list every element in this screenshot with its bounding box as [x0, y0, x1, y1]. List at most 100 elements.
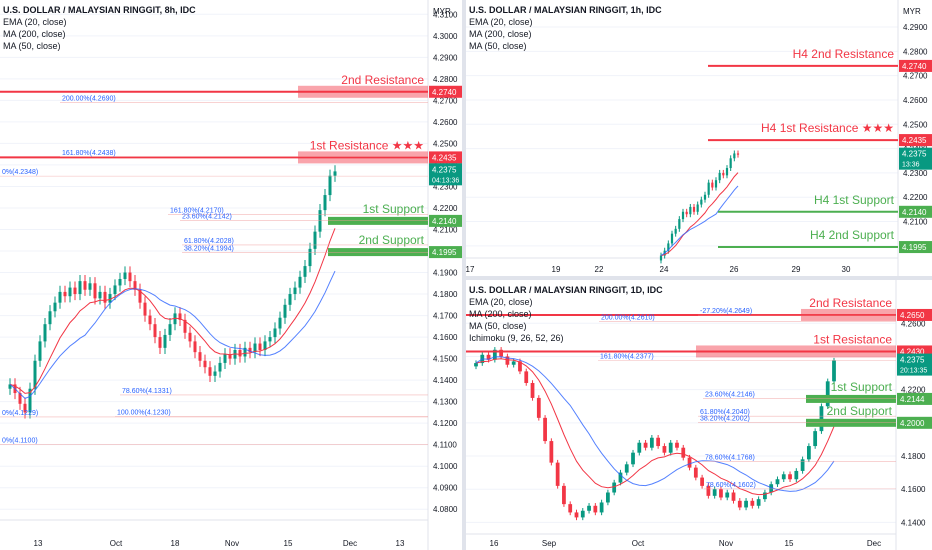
price-tag-label: 4.1995	[902, 243, 927, 252]
candle-body	[28, 388, 32, 413]
y-tick-label: 4.2300	[433, 182, 458, 191]
candle-body	[587, 505, 591, 511]
candle-body	[138, 289, 142, 303]
candle-body	[103, 291, 107, 303]
candle-body	[731, 492, 736, 501]
price-tag-bg	[429, 214, 462, 227]
candle-body	[725, 168, 729, 176]
y-tick-label: 4.2700	[433, 96, 458, 105]
candle-body	[58, 291, 62, 303]
chart-1d-title: U.S. DOLLAR / MALAYSIAN RINGGIT, 1D, IDC	[469, 285, 663, 295]
candle-body	[543, 417, 547, 442]
y-tick-label: 4.0900	[433, 484, 458, 493]
price-tag-bg	[897, 308, 932, 321]
fib-label: 61.80%(4.2040)	[700, 409, 750, 416]
candle-body	[719, 489, 723, 498]
indicator-ema: EMA (20, close)	[469, 297, 533, 307]
candle-body	[243, 347, 247, 357]
candle-body	[631, 452, 635, 465]
candle-body	[707, 182, 710, 195]
chart-8h-canvas[interactable]: 4.3100 4.3000 4.2900 4.2800 4.2700 4.2600 4.25…	[0, 0, 462, 550]
candle-body	[769, 484, 774, 493]
candle-body	[518, 361, 522, 372]
candle-body	[714, 180, 718, 188]
last-price-label: 4.2375	[432, 165, 457, 174]
candle-body	[228, 354, 232, 359]
fib-label: -27.20%(4.2649)	[700, 308, 752, 315]
chart-1d-canvas[interactable]: 4.26004.24004.22004.20004.18004.16004.14…	[466, 280, 932, 550]
y-tick-label: 4.1400	[901, 518, 926, 527]
price-tag-bg	[429, 85, 462, 98]
candle-body	[825, 381, 830, 407]
candle-body	[153, 324, 157, 338]
fib-label: 100.00%(4.1230)	[117, 410, 171, 417]
chart-panel-8h[interactable]: 4.3100 4.3000 4.2900 4.2800 4.2700 4.2600 4.25…	[0, 0, 462, 550]
panel-divider-horizontal[interactable]	[466, 276, 932, 280]
candle-body	[499, 349, 504, 357]
candle-body	[183, 319, 187, 333]
candle-body	[593, 505, 598, 513]
candle-body	[318, 210, 322, 232]
x-tick-label: 15	[785, 539, 794, 548]
candle-body	[562, 485, 566, 505]
y-tick-label: 4.0800	[433, 505, 458, 514]
y-tick-label: 4.2100	[433, 225, 458, 234]
candle-body	[689, 206, 692, 215]
x-tick-label: 17	[466, 265, 475, 274]
chart-8h-legend: U.S. DOLLAR / MALAYSIAN RINGGIT, 8h, IDC…	[3, 4, 196, 52]
x-tick-label: Dec	[867, 539, 881, 548]
candle-body	[48, 311, 52, 325]
candle-body	[733, 153, 736, 159]
level-label: H4 1st Resistance ★★★	[761, 121, 894, 135]
x-tick-label: Sep	[542, 539, 557, 548]
fib-label: 78.60%(4.1768)	[705, 454, 755, 461]
price-tag-label: 4.2140	[432, 217, 457, 226]
fib-label: 23.60%(4.2146)	[705, 392, 755, 399]
y-tick-label: 4.2200	[903, 193, 928, 202]
chart-1d-legend: U.S. DOLLAR / MALAYSIAN RINGGIT, 1D, IDC…	[469, 284, 663, 344]
chart-1h-title: U.S. DOLLAR / MALAYSIAN RINGGIT, 1h, IDC	[469, 5, 662, 15]
level-label: 1st Support	[831, 380, 893, 394]
candle-body	[268, 337, 272, 342]
candle-body	[678, 219, 681, 229]
chart-panel-1d[interactable]: 4.26004.24004.22004.20004.18004.16004.14…	[466, 280, 932, 550]
price-tag-label: 4.2000	[900, 419, 925, 428]
candle-body	[643, 442, 648, 448]
x-tick-label: 16	[490, 539, 499, 548]
candle-body	[788, 474, 792, 480]
level-label: 1st Support	[363, 202, 425, 216]
y-tick-label: 4.1400	[433, 376, 458, 385]
price-tag-bg	[897, 416, 932, 429]
price-tag-bg	[899, 205, 932, 218]
chart-1h-canvas[interactable]: 4.29004.28004.27004.26004.25004.24004.23…	[466, 0, 932, 276]
candle-body	[108, 294, 112, 303]
candle-body	[43, 324, 47, 342]
candle-body	[736, 153, 740, 155]
fib-label: 23.60%(4.2142)	[182, 213, 232, 220]
level-label: H4 2nd Resistance	[793, 47, 895, 61]
price-tag-label: 4.2144	[900, 395, 925, 404]
candle-body	[278, 317, 282, 329]
level-label: 1st Resistance	[813, 332, 892, 346]
candle-body	[238, 350, 242, 357]
candle-body	[198, 352, 202, 361]
candle-body	[492, 349, 497, 360]
price-tag-bg	[429, 151, 462, 164]
chart-panel-1h[interactable]: 4.29004.28004.27004.26004.25004.24004.23…	[466, 0, 932, 276]
ema-line	[9, 228, 336, 394]
candle-body	[253, 343, 257, 353]
chart-1h-legend: U.S. DOLLAR / MALAYSIAN RINGGIT, 1h, IDC…	[469, 4, 662, 52]
ma-line	[475, 356, 835, 492]
x-tick-label: Nov	[719, 539, 733, 548]
candle-body	[133, 281, 137, 290]
fib-label: 38.20%(4.1994)	[184, 245, 234, 252]
fib-label: 200.00%(4.2610)	[601, 315, 655, 322]
y-tick-label: 4.2500	[433, 139, 458, 148]
y-tick-label: 4.2200	[433, 204, 458, 213]
candle-body	[656, 437, 661, 447]
candle-body	[148, 315, 152, 325]
candle-body	[163, 334, 167, 348]
candle-body	[188, 332, 192, 342]
panel-divider-vertical[interactable]	[462, 0, 466, 550]
ma-line	[660, 185, 739, 257]
